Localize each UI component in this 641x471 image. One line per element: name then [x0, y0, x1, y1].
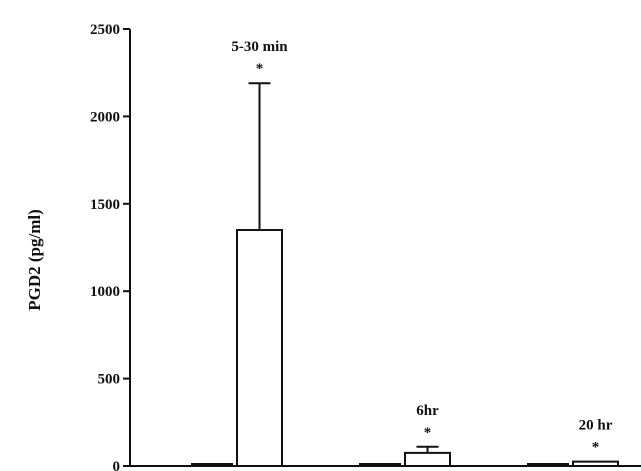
treatment-bar — [404, 451, 451, 468]
group-labels: 5-30 min 6hr 20 hr — [231, 39, 612, 433]
bars: * * * — [191, 61, 619, 468]
group-label: 6hr — [416, 403, 439, 419]
y-tick-label: 2500 — [90, 22, 120, 38]
treatment-bar — [236, 229, 283, 467]
y-tick-label: 500 — [98, 372, 121, 388]
y-tick-label: 0 — [113, 459, 121, 471]
significance-star: * — [424, 425, 432, 441]
group-label: 20 hr — [579, 418, 613, 434]
axes — [129, 29, 641, 467]
control-bar — [359, 463, 401, 467]
significance-star: * — [592, 440, 600, 456]
y-tick-label: 1500 — [90, 197, 120, 213]
control-bar — [191, 463, 233, 467]
y-ticks: 0 500 1000 1500 2000 2500 — [90, 22, 130, 471]
y-tick-label: 2000 — [90, 109, 120, 125]
control-bar — [527, 463, 569, 467]
significance-star: * — [256, 61, 264, 77]
treatment-bar — [572, 460, 619, 468]
y-axis-label: PGD2 (pg/ml) — [25, 209, 44, 311]
group-label: 5-30 min — [231, 39, 288, 55]
y-tick-label: 1000 — [90, 284, 120, 300]
